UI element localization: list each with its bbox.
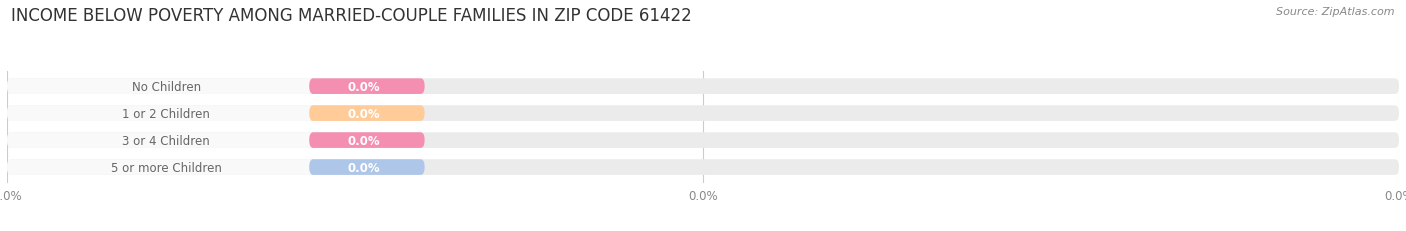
Text: INCOME BELOW POVERTY AMONG MARRIED-COUPLE FAMILIES IN ZIP CODE 61422: INCOME BELOW POVERTY AMONG MARRIED-COUPL… — [11, 7, 692, 25]
FancyBboxPatch shape — [309, 160, 425, 175]
FancyBboxPatch shape — [7, 133, 314, 148]
Text: 1 or 2 Children: 1 or 2 Children — [122, 107, 211, 120]
Text: 0.0%: 0.0% — [347, 161, 380, 174]
Text: 3 or 4 Children: 3 or 4 Children — [122, 134, 209, 147]
FancyBboxPatch shape — [7, 133, 1399, 148]
FancyBboxPatch shape — [7, 79, 1399, 94]
Text: 0.0%: 0.0% — [347, 107, 380, 120]
FancyBboxPatch shape — [309, 106, 425, 122]
FancyBboxPatch shape — [7, 160, 1399, 175]
FancyBboxPatch shape — [7, 160, 314, 175]
FancyBboxPatch shape — [7, 106, 314, 122]
Text: 0.0%: 0.0% — [347, 80, 380, 93]
FancyBboxPatch shape — [7, 79, 314, 94]
Text: 5 or more Children: 5 or more Children — [111, 161, 222, 174]
Text: Source: ZipAtlas.com: Source: ZipAtlas.com — [1277, 7, 1395, 17]
Text: 0.0%: 0.0% — [347, 134, 380, 147]
Text: No Children: No Children — [132, 80, 201, 93]
FancyBboxPatch shape — [309, 133, 425, 148]
FancyBboxPatch shape — [309, 79, 425, 94]
FancyBboxPatch shape — [7, 106, 1399, 122]
